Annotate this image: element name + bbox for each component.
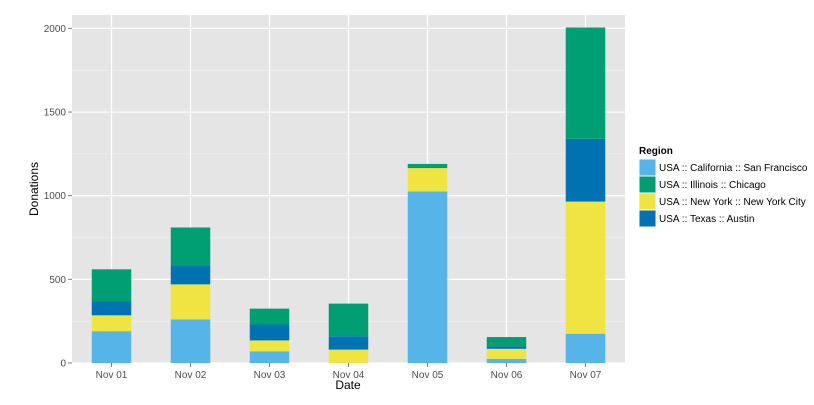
x-tick-label: Nov 03	[254, 370, 286, 381]
x-axis-title: Date	[335, 378, 361, 392]
bar-segment-san-francisco	[170, 319, 211, 363]
bar-segment-new-york-city	[565, 201, 606, 334]
legend-entry-label: USA :: Illinois :: Chicago	[659, 180, 766, 191]
bar-segment-san-francisco	[91, 331, 132, 363]
bar-segment-chicago	[565, 27, 606, 139]
legend-title: Region	[639, 146, 673, 157]
x-tick-label: Nov 07	[570, 370, 602, 381]
bars	[91, 27, 606, 363]
bar-segment-san-francisco	[486, 358, 527, 363]
x-tick-label: Nov 06	[491, 370, 523, 381]
bar-segment-austin	[565, 138, 606, 202]
y-tick-label: 0	[60, 359, 66, 370]
bar-segment-austin	[486, 346, 527, 349]
y-tick-label: 1000	[44, 191, 67, 202]
bar-segment-austin	[249, 324, 290, 341]
legend-key-swatch	[639, 159, 656, 176]
y-tick-label: 1500	[44, 108, 67, 119]
bar-segment-austin	[91, 301, 132, 316]
x-tick-label: Nov 04	[333, 370, 365, 381]
legend-key-swatch	[639, 210, 656, 227]
y-axis: 0 500 1000 1500 2000	[44, 24, 72, 370]
bar-segment-new-york-city	[170, 284, 211, 320]
x-axis: Nov 01 Nov 02 Nov 03 Nov 04 Nov 05 Nov 06 Nov …	[96, 363, 602, 381]
y-tick-label: 2000	[44, 24, 67, 35]
bar-segment-austin	[170, 265, 211, 285]
bar-segment-san-francisco	[249, 351, 290, 363]
bar-segment-chicago	[486, 337, 527, 347]
bar-segment-new-york-city	[328, 349, 369, 363]
legend: Region USA :: California :: San Francisc…	[638, 146, 808, 228]
legend-key-swatch	[639, 193, 656, 210]
x-tick-label: Nov 05	[412, 370, 444, 381]
bar-segment-new-york-city	[486, 348, 527, 359]
bar-segment-new-york-city	[91, 315, 132, 332]
bar-segment-chicago	[91, 269, 132, 302]
bar-segment-chicago	[328, 303, 369, 337]
bar-segment-new-york-city	[249, 340, 290, 352]
bar-segment-new-york-city	[407, 168, 448, 192]
legend-entry-label: USA :: New York :: New York City	[659, 197, 806, 208]
legend-key-swatch	[639, 176, 656, 193]
bar-segment-chicago	[407, 163, 448, 169]
y-tick-label: 500	[49, 275, 66, 286]
x-tick-label: Nov 01	[96, 370, 128, 381]
legend-entry-label: USA :: California :: San Francisco	[659, 163, 808, 174]
bar-segment-chicago	[170, 227, 211, 266]
y-axis-title: Donations	[27, 162, 41, 216]
x-tick-label: Nov 02	[175, 370, 207, 381]
bar-segment-san-francisco	[565, 333, 606, 363]
legend-entry-label: USA :: Texas :: Austin	[659, 214, 754, 225]
bar-segment-san-francisco	[407, 191, 448, 363]
bar-segment-austin	[328, 336, 369, 350]
bar-segment-chicago	[249, 308, 290, 325]
